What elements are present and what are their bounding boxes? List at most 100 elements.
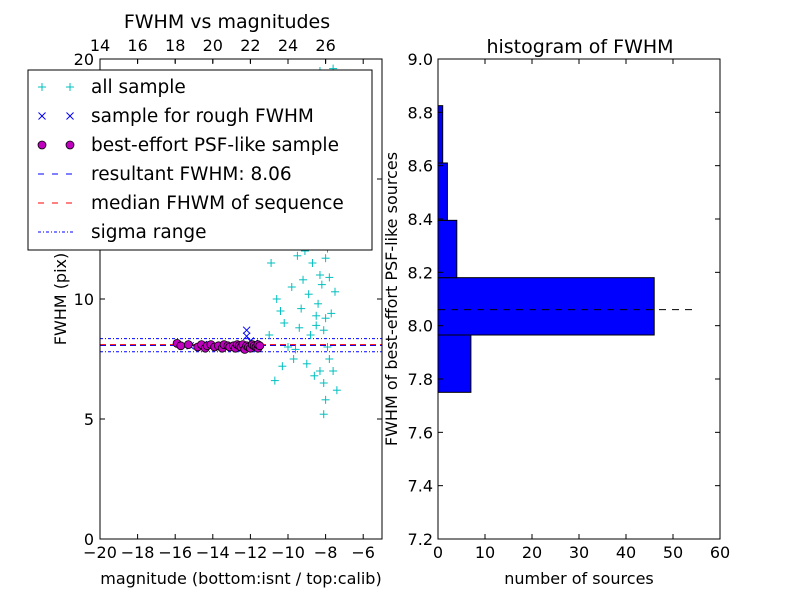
x-tick-label: 30 xyxy=(569,543,589,562)
data-point xyxy=(325,355,334,363)
data-point xyxy=(329,367,338,375)
data-point xyxy=(291,345,300,354)
y-tick-label: 7.2 xyxy=(408,530,433,549)
y-tick-label: 0 xyxy=(84,530,94,549)
data-point xyxy=(306,331,315,339)
data-point xyxy=(321,395,330,404)
scatter-title: FWHM vs magnitudes xyxy=(124,11,330,33)
data-point xyxy=(327,309,336,318)
y-tick-label: 8.6 xyxy=(408,157,433,176)
data-point xyxy=(332,386,341,395)
top-tick-label: 20 xyxy=(203,36,223,55)
top-tick-label: 26 xyxy=(315,36,335,55)
top-tick-label: 18 xyxy=(165,36,185,55)
data-point xyxy=(278,362,287,371)
legend-label: all sample xyxy=(91,77,186,98)
data-point xyxy=(310,371,319,380)
scatter-ylabel: FWHM (pix) xyxy=(51,253,70,346)
data-point xyxy=(242,332,251,341)
histogram-xlabel: number of sources xyxy=(504,569,654,588)
histogram-bar xyxy=(437,277,655,336)
legend-marker xyxy=(65,140,75,150)
data-point xyxy=(319,379,328,387)
legend-marker xyxy=(37,140,47,150)
y-tick-label: 8.2 xyxy=(408,263,433,282)
data-point xyxy=(272,295,281,303)
legend-marker xyxy=(66,112,74,120)
legend-marker xyxy=(38,83,46,91)
legend-entry: resultant FWHM: 8.06 xyxy=(38,164,292,185)
top-tick-label: 24 xyxy=(278,36,298,55)
histogram-ylabel: FWHM of best-effort PSF-like sources xyxy=(382,152,401,446)
y-tick-label: 7.6 xyxy=(408,423,433,442)
y-tick-label: 9.0 xyxy=(408,50,433,69)
legend-label: sample for rough FWHM xyxy=(91,106,314,127)
y-tick-label: 5 xyxy=(84,410,94,429)
data-point xyxy=(242,326,251,335)
data-point xyxy=(295,323,304,332)
data-point xyxy=(312,321,321,330)
histogram-title: histogram of FWHM xyxy=(486,36,673,58)
x-tick-label: 0 xyxy=(433,543,443,562)
data-point xyxy=(325,273,334,282)
data-point xyxy=(270,376,279,385)
x-tick-label: −18 xyxy=(121,543,155,562)
x-tick-label: −16 xyxy=(158,543,192,562)
scatter-legend: all sample sample for rough FWHM best-effo… xyxy=(27,69,373,251)
y-tick-label: 20 xyxy=(74,50,94,69)
x-tick-label: 10 xyxy=(475,543,495,562)
top-tick-label: 16 xyxy=(127,36,147,55)
data-point xyxy=(289,355,298,363)
legend-label: resultant FWHM: 8.06 xyxy=(91,164,292,185)
legend-marker xyxy=(66,83,74,91)
data-point xyxy=(293,251,302,260)
x-tick-label: −10 xyxy=(271,543,305,562)
x-tick-label: 40 xyxy=(616,543,636,562)
legend-marker xyxy=(38,112,46,120)
data-point xyxy=(276,307,285,315)
histogram-plot-area xyxy=(437,105,697,393)
legend-entry: all sample xyxy=(38,77,186,98)
legend-entry: best-effort PSF-like sample xyxy=(37,135,339,156)
series-2 xyxy=(172,338,265,354)
data-point xyxy=(315,271,324,279)
data-point xyxy=(319,410,328,419)
x-tick-label: −8 xyxy=(314,543,338,562)
x-tick-label: −6 xyxy=(351,543,375,562)
data-point xyxy=(287,283,296,291)
x-tick-label: 20 xyxy=(522,543,542,562)
y-tick-label: 7.8 xyxy=(408,370,433,389)
x-tick-label: −20 xyxy=(83,543,117,562)
legend-entry: sample for rough FWHM xyxy=(38,106,314,127)
histogram-bar xyxy=(437,105,444,164)
y-tick-label: 8.0 xyxy=(408,317,433,336)
y-tick-label: 8.4 xyxy=(408,210,433,229)
data-point xyxy=(308,259,317,267)
data-point xyxy=(299,275,308,284)
data-point xyxy=(321,314,330,323)
top-tick-label: 22 xyxy=(240,36,260,55)
data-point xyxy=(176,341,186,351)
histogram-bar xyxy=(437,162,448,221)
data-point xyxy=(302,359,311,368)
y-tick-label: 10 xyxy=(74,290,94,309)
data-point xyxy=(284,343,292,351)
y-tick-label: 8.8 xyxy=(408,103,433,122)
data-point xyxy=(319,326,328,335)
data-point xyxy=(315,367,324,375)
histogram-bar xyxy=(437,219,458,279)
x-tick-label: −14 xyxy=(196,543,230,562)
data-point xyxy=(312,311,321,320)
data-point xyxy=(265,331,274,339)
histogram-bar xyxy=(437,334,472,393)
legend-label: best-effort PSF-like sample xyxy=(91,135,339,156)
data-point xyxy=(304,290,313,299)
x-tick-label: 50 xyxy=(663,543,683,562)
data-point xyxy=(317,280,326,289)
legend-entry: median FHWM of sequence xyxy=(38,193,344,214)
y-tick-label: 7.4 xyxy=(408,477,433,496)
data-point xyxy=(297,304,306,313)
data-point xyxy=(321,254,330,263)
